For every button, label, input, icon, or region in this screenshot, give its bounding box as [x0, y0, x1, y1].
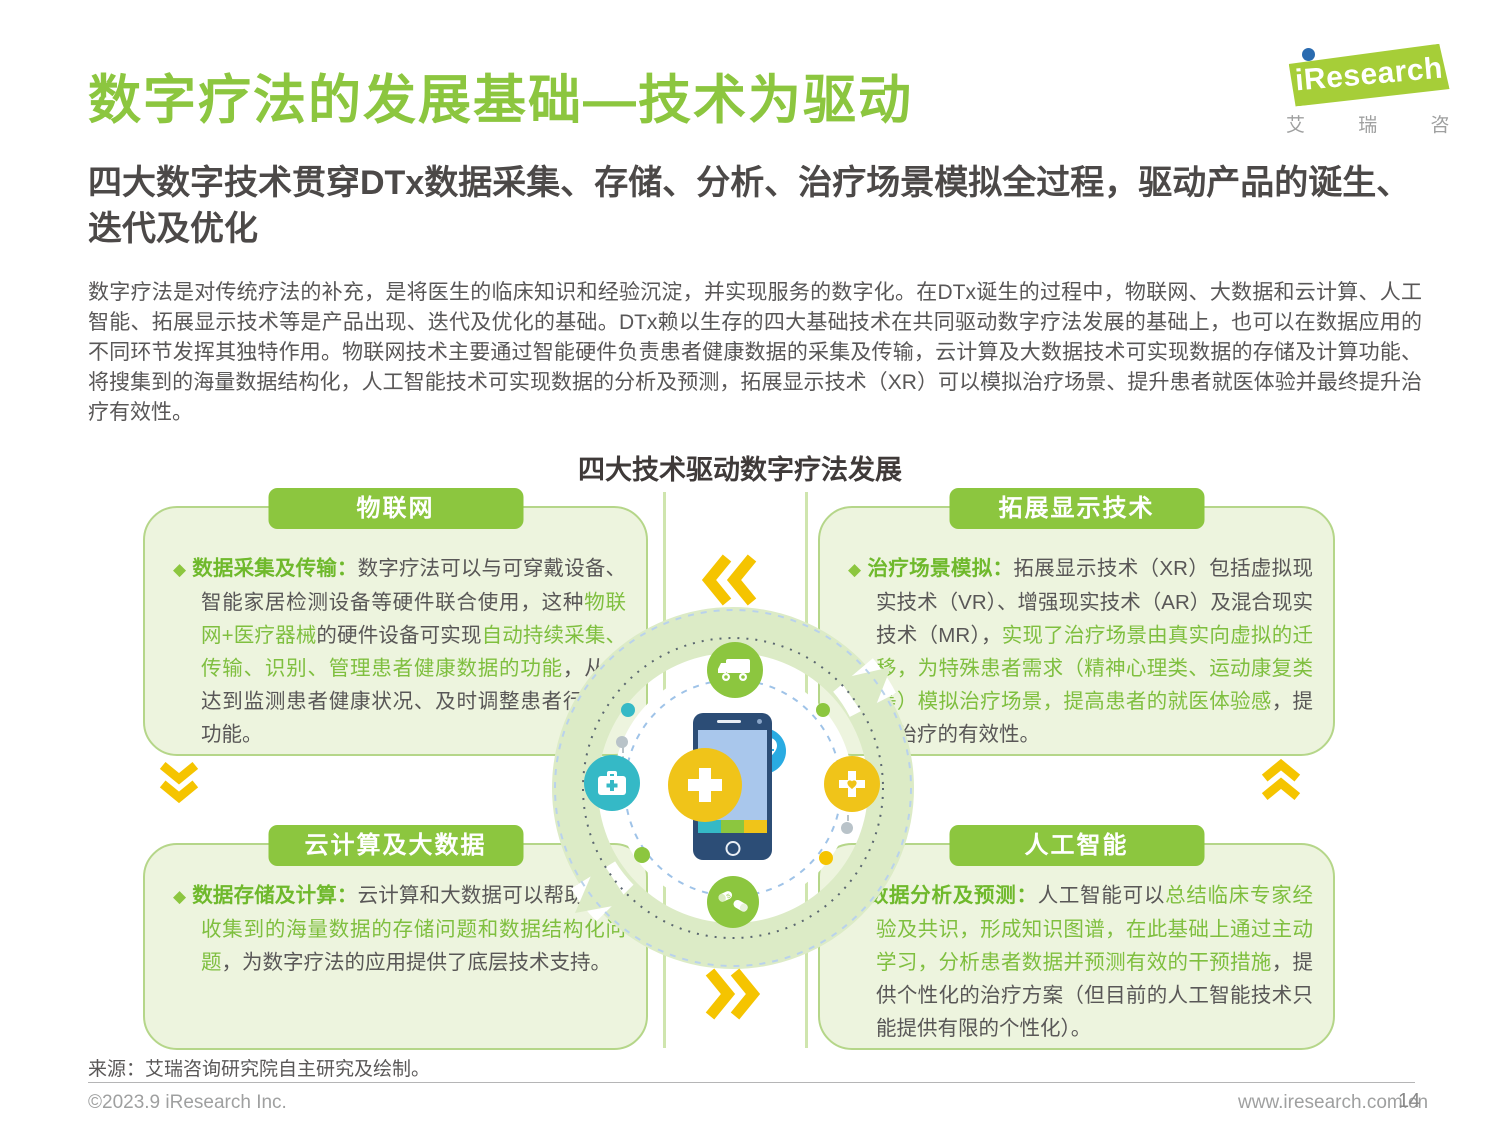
chevron-double-right-icon: [700, 966, 762, 1022]
phone-speaker: [717, 720, 741, 723]
section-subtitle: 四大数字技术贯穿DTx数据采集、存储、分析、治疗场景模拟全过程，驱动产品的诞生、…: [88, 164, 1411, 248]
diamond-bullet-icon: ◆: [173, 887, 187, 906]
green-dot: [634, 847, 650, 863]
quadrant-ai-text: ◆ 数据分析及预测：人工智能可以总结临床专家经验及共识，形成知识图谱，在此基础上通…: [848, 884, 1314, 1040]
ambulance-icon: [707, 642, 763, 698]
page-number: 14: [1398, 1090, 1421, 1112]
logo-brand-text: iResearch: [1293, 51, 1445, 98]
quadrant-ai-header: 人工智能: [949, 825, 1204, 866]
quadrant-text-segment: ，提供个性化的治疗方案（但目前的人工智能技术只能提供有限的个性化）。: [876, 951, 1314, 1040]
quadrant-cloud-header: 云计算及大数据: [268, 825, 523, 866]
chevron-double-left-icon: [700, 552, 762, 608]
quadrant-ai: 人工智能 ◆ 数据分析及预测：人工智能可以总结临床专家经验及共识，形成知识图谱，在…: [818, 825, 1335, 1050]
diagram-title: 四大技术驱动数字疗法发展: [578, 455, 902, 485]
center-illustration: S: [543, 575, 923, 995]
phone-camera: [757, 719, 762, 724]
yellow-dot: [819, 851, 833, 865]
quadrant-text-segment: 云计算和大数据可以帮助: [357, 884, 585, 907]
page-title: 数字疗法的发展基础—技术为驱动: [88, 71, 913, 130]
quadrant-iot-header: 物联网: [268, 488, 523, 529]
diamond-bullet-icon: ◆: [173, 560, 187, 579]
svg-text:S: S: [726, 893, 732, 900]
footer-url: www.iresearch.com.cn: [1238, 1092, 1429, 1113]
quadrant-text-segment: 的硬件设备可实现: [316, 624, 482, 647]
quadrant-text-segment: 实现了治疗场景由真实向虚拟的迁移，为特殊患者需求（精神心理类、运动康复类等）模拟…: [876, 624, 1314, 713]
quadrant-text-segment: ，提高治疗的有效性。: [876, 690, 1314, 746]
quadrant-xr-text: ◆ 治疗场景模拟：拓展显示技术（XR）包括虚拟现实技术（VR）、增强现实技术（AR…: [848, 557, 1314, 746]
pills-icon: S: [707, 876, 759, 928]
quadrant-xr: 拓展显示技术 ◆ 治疗场景模拟：拓展显示技术（XR）包括虚拟现实技术（VR）、增强…: [818, 488, 1335, 756]
smartphone-graphic: [693, 713, 772, 860]
quadrant-text-segment: ，从而达到监测患者健康状况、及时调整患者行为的功能。: [201, 657, 627, 746]
iresearch-logo: iResearch 艾 瑞 咨 询: [1272, 42, 1500, 136]
footer-divider: [88, 1082, 1415, 1083]
medical-cross-icon: [824, 756, 880, 812]
logo-chinese-name: 艾 瑞 咨 询: [1286, 115, 1500, 136]
teal-dot: [621, 703, 635, 717]
intro-paragraph: 数字疗法是对传统疗法的补充，是将医生的临床知识和经验沉淀，并实现服务的数字化。在…: [88, 281, 1422, 424]
source-note: 来源：艾瑞咨询研究院自主研究及绘制。: [88, 1059, 431, 1080]
chevron-double-up-icon: [1260, 758, 1302, 804]
quadrant-iot-text: ◆ 数据采集及传输：数字疗法可以与可穿戴设备、智能家居检测设备等硬件联合使用，这种…: [173, 557, 627, 746]
phone-app-bar: [698, 820, 767, 833]
phone-home-button: [725, 841, 740, 856]
gray-dot: [616, 736, 628, 748]
quadrant-text-segment: ，为数字疗法的应用提供了底层技术支持。: [221, 951, 612, 974]
footer-copyright: ©2023.9 iResearch Inc.: [88, 1092, 287, 1113]
green-dot: [816, 703, 830, 717]
quadrant-text-segment: 数字疗法可以与可穿戴设备、智能家居检测设备等硬件联合使用，这种: [201, 557, 627, 614]
quadrant-text-segment: 总结临床专家经验及共识，形成知识图谱，在此基础上通过主动学习，分析患者数据并预测…: [876, 884, 1313, 974]
chevron-double-down-icon: [158, 758, 200, 804]
gray-dot: [841, 822, 853, 834]
quadrant-text-segment: 物联网+医疗器械: [201, 591, 627, 647]
quadrant-text-segment: 自动持续采集、传输、识别、管理患者健康数据的功能: [201, 624, 627, 680]
logo-i-dot: [1302, 48, 1315, 61]
quadrant-text-segment: 拓展显示技术（XR）包括虚拟现实技术（VR）、增强现实技术（AR）及混合现实技术…: [876, 557, 1314, 647]
plus-icon: [668, 748, 742, 822]
diamond-bullet-icon: ◆: [848, 560, 862, 579]
first-aid-kit-icon: [584, 755, 640, 811]
quadrant-text-segment: 人工智能可以: [1037, 884, 1166, 907]
quadrant-xr-header: 拓展显示技术: [949, 488, 1204, 529]
quadrant-iot: 物联网 ◆ 数据采集及传输：数字疗法可以与可穿戴设备、智能家居检测设备等硬件联合使…: [143, 488, 648, 756]
